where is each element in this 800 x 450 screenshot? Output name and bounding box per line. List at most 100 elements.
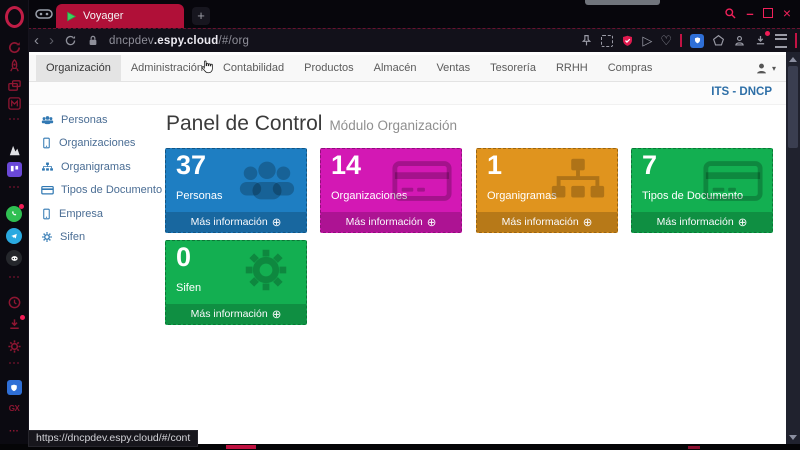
white-app-icon[interactable]: [0, 143, 28, 158]
sidebar-item-organigramas[interactable]: Organigramas: [41, 158, 166, 175]
settings-gear-icon[interactable]: [0, 339, 28, 354]
telegram-icon[interactable]: [0, 228, 28, 244]
more-info-label: Más información: [501, 216, 579, 228]
back-icon[interactable]: ‹: [34, 31, 39, 49]
tab-favicon-play: [67, 11, 76, 21]
purple-app-icon[interactable]: [0, 162, 28, 177]
more-info-link[interactable]: Más información ⊕: [477, 212, 617, 232]
notification-dot: [19, 204, 24, 209]
page-subtitle: Módulo Organización: [329, 118, 458, 133]
pin-icon[interactable]: [580, 34, 593, 47]
nav-item-almacen[interactable]: Almacén: [373, 62, 417, 74]
profile-badge-icon[interactable]: [733, 34, 746, 47]
whatsapp-icon[interactable]: [0, 204, 28, 222]
circle-plus-icon: ⊕: [582, 217, 593, 229]
new-tab-button[interactable]: +: [192, 7, 210, 25]
close-button[interactable]: ×: [782, 5, 792, 21]
address-right-controls: ▷ ♡: [580, 29, 797, 52]
lock-icon[interactable]: [87, 34, 99, 47]
url-field[interactable]: dncpdev.espy.cloud/#/org: [109, 35, 249, 47]
heart-icon[interactable]: ♡: [660, 32, 672, 48]
flow-play-icon[interactable]: ▷: [642, 32, 653, 48]
gear-icon: [245, 249, 287, 291]
window-artifact: [585, 0, 660, 5]
nav-item-organizacion[interactable]: Organización: [36, 55, 121, 81]
workspace-icon[interactable]: [35, 8, 53, 21]
discord-icon[interactable]: [0, 250, 28, 266]
opera-gx-logo-icon[interactable]: [0, 6, 28, 28]
card-organizaciones[interactable]: 14 Organizaciones Más información ⊕: [320, 148, 462, 233]
cards-icon[interactable]: [0, 78, 28, 93]
edge-accent-bar: [795, 33, 797, 48]
scroll-down-arrow[interactable]: [786, 431, 800, 443]
more-ellipsis-icon[interactable]: ···: [9, 426, 19, 437]
page-title-block: Panel de Control Módulo Organización: [166, 112, 457, 136]
sidebar-item-label: Organizaciones: [59, 137, 136, 149]
card-tipos-de-documento[interactable]: 7 Tipos de Documento Más información ⊕: [631, 148, 773, 233]
opera-ring: [4, 6, 24, 28]
taskbar-highlight: [226, 445, 256, 449]
scroll-up-arrow[interactable]: [786, 53, 800, 65]
notification-dot: [19, 315, 25, 320]
nav-item-administracion[interactable]: Administración: [130, 62, 203, 74]
more-info-link[interactable]: Más información ⊕: [632, 212, 772, 232]
gear-icon: [42, 232, 52, 242]
reload-icon[interactable]: [64, 34, 77, 47]
sidebar-item-empresa[interactable]: Empresa: [41, 205, 166, 222]
adblock-shield-icon[interactable]: [621, 34, 634, 48]
sidebar-divider: [9, 276, 19, 278]
browser-tab-voyager[interactable]: Voyager: [56, 4, 184, 28]
address-bar: ‹ › dncpdev.espy.cloud/#/org ▷ ♡: [28, 28, 800, 52]
nav-item-rrhh[interactable]: RRHH: [555, 62, 588, 74]
menu-icon[interactable]: [775, 33, 787, 48]
scroll-thumb[interactable]: [788, 66, 798, 148]
nav-item-contabilidad[interactable]: Contabilidad: [222, 62, 285, 74]
purple-app-tile: [6, 162, 22, 177]
more-info-link[interactable]: Más información ⊕: [166, 212, 306, 232]
download-icon[interactable]: [0, 315, 28, 332]
card-label: Personas: [176, 190, 223, 202]
snapshot-icon[interactable]: [601, 34, 614, 47]
mouse-cursor-icon: [200, 59, 214, 76]
module-sidebar: Personas Organizaciones Organigramas Tip…: [41, 111, 166, 252]
bitwarden-extension-icon[interactable]: [690, 33, 704, 48]
sidebar-item-sifen[interactable]: Sifen: [41, 229, 166, 246]
gx-logo-text[interactable]: GX: [8, 404, 20, 413]
sidebar-item-organizaciones[interactable]: Organizaciones: [41, 135, 166, 152]
circle-plus-icon: ⊕: [426, 217, 437, 229]
users-icon: [239, 161, 295, 200]
sidebar-divider: [9, 186, 19, 188]
card-sifen[interactable]: 0 Sifen Más información ⊕: [165, 240, 307, 325]
toolbar-separator: [680, 34, 682, 47]
whatsapp-circle: [6, 204, 24, 222]
nav-item-compras[interactable]: Compras: [607, 62, 653, 74]
nav-item-productos[interactable]: Productos: [304, 62, 354, 74]
user-menu-button[interactable]: ▾: [755, 55, 776, 81]
bitwarden-icon[interactable]: [0, 380, 28, 395]
tablet-icon: [43, 137, 50, 149]
nav-item-ventas[interactable]: Ventas: [436, 62, 471, 74]
nav-item-tesoreria[interactable]: Tesorería: [490, 62, 536, 74]
rocket-icon[interactable]: [0, 59, 28, 74]
sidebar-item-tipos-de-documento[interactable]: Tipos de Documento: [41, 182, 166, 199]
card-personas[interactable]: 37 Personas Más información ⊕: [165, 148, 307, 233]
history-clock-icon[interactable]: [0, 295, 28, 310]
more-info-link[interactable]: Más información ⊕: [166, 304, 306, 324]
page-scrollbar[interactable]: [786, 52, 800, 444]
maximize-button[interactable]: [760, 5, 776, 21]
more-info-label: Más información: [656, 216, 734, 228]
pentagon-extension-icon[interactable]: [712, 34, 725, 47]
search-icon[interactable]: [722, 5, 738, 21]
card-label: Sifen: [176, 282, 202, 294]
m-badge-icon[interactable]: [0, 96, 28, 111]
minimize-button[interactable]: –: [746, 5, 754, 21]
card-organigramas[interactable]: 1 Organigramas Más información ⊕: [476, 148, 618, 233]
org-strip: ITS - DNCP: [28, 82, 786, 105]
downloads-icon[interactable]: [754, 31, 770, 47]
speed-dial-swirl-icon[interactable]: [0, 40, 28, 55]
forward-icon[interactable]: ›: [49, 31, 54, 49]
more-info-link[interactable]: Más información ⊕: [321, 212, 461, 232]
sidebar-item-personas[interactable]: Personas: [41, 111, 166, 128]
taskbar-highlight: [688, 446, 700, 449]
